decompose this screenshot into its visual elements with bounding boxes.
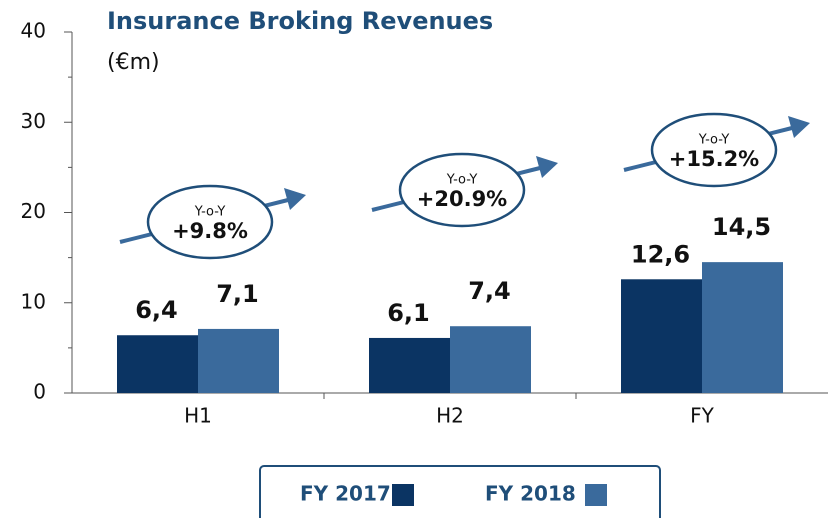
annotation-text: +20.9% — [417, 187, 507, 211]
legend-label: FY 2017 — [300, 482, 391, 506]
legend-box — [259, 465, 661, 518]
legend-swatch — [392, 484, 414, 506]
bar — [198, 328, 279, 393]
annotation-text: +15.2% — [669, 147, 759, 171]
x-tick-label: H2 — [436, 404, 464, 428]
y-tick-label: 40 — [21, 19, 46, 43]
value-label: 12,6 — [631, 240, 690, 268]
bar — [117, 335, 198, 393]
value-label: 14,5 — [712, 213, 771, 241]
y-tick-label: 0 — [33, 380, 46, 404]
y-tick-label: 20 — [21, 199, 46, 223]
value-label: 6,1 — [387, 299, 430, 327]
chart-title: Insurance Broking Revenues — [107, 7, 493, 35]
y-tick-label: 10 — [21, 289, 46, 313]
value-label: 7,4 — [468, 277, 511, 305]
arrow-head — [788, 116, 810, 138]
value-label: 6,4 — [135, 296, 178, 324]
x-tick-label: H1 — [184, 404, 212, 428]
bar — [702, 262, 783, 393]
annotation-bubble — [146, 184, 274, 260]
arrow-head — [536, 156, 558, 178]
annotation-label: Y-o-Y — [194, 205, 226, 220]
value-label: 7,1 — [216, 280, 259, 308]
chart-subtitle: (€m) — [107, 50, 160, 75]
annotation-label: Y-o-Y — [446, 173, 478, 188]
legend-label: FY 2018 — [485, 482, 576, 506]
y-tick-label: 30 — [21, 109, 46, 133]
annotation-bubble — [398, 152, 526, 228]
annotation-text: +9.8% — [172, 219, 248, 243]
arrow-head — [284, 188, 306, 210]
bar — [621, 279, 702, 393]
x-tick-label: FY — [690, 404, 715, 428]
bar — [369, 337, 450, 393]
bar — [450, 326, 531, 393]
annotation-label: Y-o-Y — [698, 133, 730, 148]
legend-swatch — [585, 484, 607, 506]
annotation-bubble — [650, 112, 778, 188]
